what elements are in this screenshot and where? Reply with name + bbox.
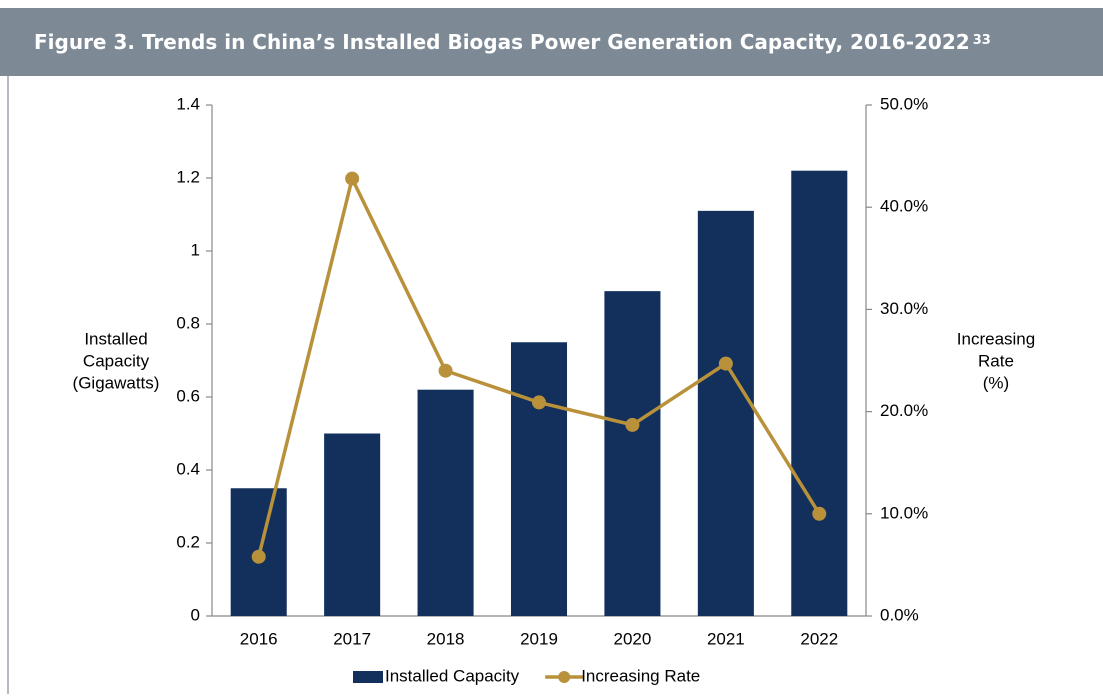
- x-tick-label: 2020: [614, 629, 652, 648]
- y2-axis-label: Increasing: [957, 329, 1035, 348]
- y-axis-label: Installed: [84, 329, 147, 348]
- header-bar: [0, 8, 1103, 76]
- y2-tick-label: 20.0%: [880, 401, 928, 420]
- bar: [697, 210, 754, 616]
- y-axis-label: (Gigawatts): [73, 373, 160, 392]
- bar: [417, 389, 474, 616]
- y-tick-label: 1.2: [176, 167, 200, 186]
- line-point: [345, 171, 360, 186]
- legend-label: Increasing Rate: [581, 666, 700, 685]
- bar: [324, 433, 381, 616]
- x-tick-label: 2018: [427, 629, 465, 648]
- line-point: [812, 506, 827, 521]
- y-tick-label: 0: [191, 605, 200, 624]
- line-point: [532, 395, 546, 410]
- legend-swatch: [353, 671, 383, 683]
- y-tick-label: 0.2: [176, 532, 200, 551]
- title-text: Figure 3. Trends in China’s Installed Bi…: [34, 30, 970, 54]
- y2-axis-label: (%): [983, 373, 1009, 392]
- x-tick-label: 2021: [707, 629, 745, 648]
- y2-tick-label: 0.0%: [880, 605, 919, 624]
- bar: [791, 170, 848, 616]
- y2-tick-label: 30.0%: [880, 299, 928, 318]
- line-point: [438, 363, 453, 378]
- legend-label: Installed Capacity: [385, 666, 520, 685]
- x-tick-label: 2017: [333, 629, 371, 648]
- y-tick-label: 1: [191, 240, 200, 259]
- y2-tick-label: 10.0%: [880, 503, 928, 522]
- y-tick-label: 0.6: [176, 386, 200, 405]
- line-point: [718, 356, 733, 371]
- x-tick-label: 2022: [800, 629, 838, 648]
- line-point: [251, 549, 266, 564]
- bar: [604, 291, 661, 616]
- legend-swatch: [558, 671, 571, 683]
- line-point: [625, 417, 640, 432]
- y2-tick-label: 40.0%: [880, 197, 928, 216]
- y2-tick-label: 50.0%: [880, 94, 928, 113]
- y2-axis-label: Rate: [978, 351, 1014, 370]
- y-tick-label: 0.8: [176, 313, 200, 332]
- x-tick-label: 2016: [240, 629, 278, 648]
- x-tick-label: 2019: [520, 629, 558, 648]
- y-tick-label: 1.4: [176, 94, 200, 113]
- chart-title: Figure 3. Trends in China’s Installed Bi…: [34, 30, 991, 54]
- bar: [510, 342, 568, 616]
- y-tick-label: 0.4: [176, 459, 200, 478]
- y-axis-label: Capacity: [83, 351, 150, 370]
- title-note: 33: [973, 33, 991, 48]
